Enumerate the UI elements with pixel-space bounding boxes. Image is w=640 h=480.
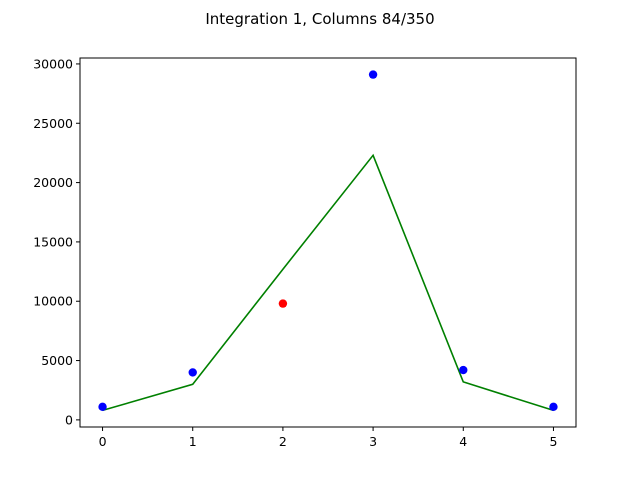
chart-title: Integration 1, Columns 84/350 [205,10,434,28]
y-tick-label: 0 [65,412,73,427]
x-tick-label: 0 [99,434,107,449]
series-line [102,153,554,412]
y-tick-label: 20000 [33,175,73,190]
y-tick-label: 5000 [41,353,73,368]
x-tick-label: 1 [189,434,197,449]
y-axis: 0 5000 10000 15000 20000 25000 30000 [33,56,80,427]
y-tick-label: 15000 [33,234,73,249]
x-axis: 0 1 2 3 4 5 [99,427,557,449]
x-tick-label: 5 [549,434,557,449]
x-tick-label: 2 [279,434,287,449]
data-point [188,368,197,377]
plot-frame [79,57,577,428]
data-point [368,70,378,79]
data-point [98,402,107,412]
y-tick-label: 10000 [33,294,73,309]
data-point [459,365,468,375]
data-point [278,299,288,308]
x-tick-label: 4 [459,434,467,449]
y-tick-label: 30000 [33,56,73,71]
x-tick-label: 3 [369,434,377,449]
plot-area [98,70,558,412]
data-point [549,402,558,412]
y-tick-label: 25000 [33,116,73,131]
